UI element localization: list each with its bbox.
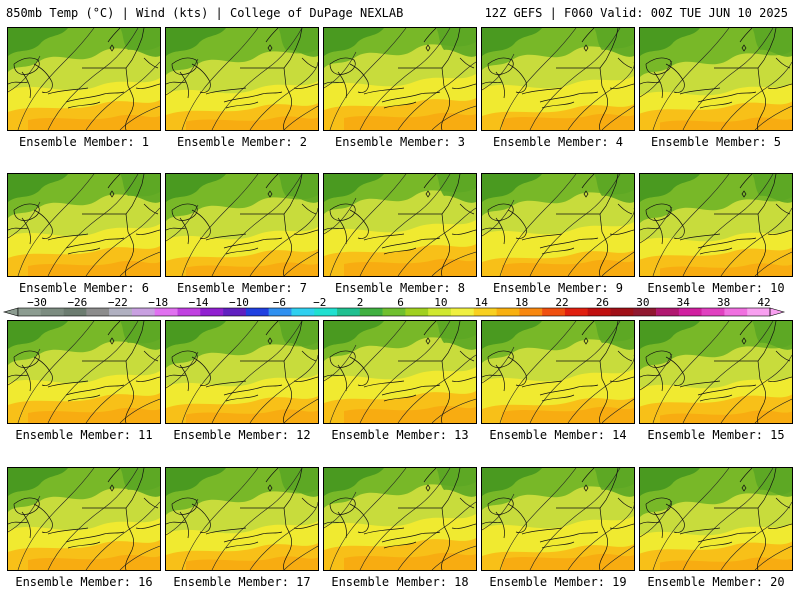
colorbar-tick-label: −6: [272, 296, 286, 309]
ensemble-member-label: Ensemble Member: 9: [492, 281, 624, 295]
ensemble-member-label: Ensemble Member: 10: [647, 281, 785, 295]
colorbar-tick-label: 42: [757, 296, 771, 309]
ensemble-member-label: Ensemble Member: 16: [15, 575, 153, 589]
colorbar-segment: [656, 308, 680, 316]
colorbar-segment: [542, 308, 566, 316]
colorbar-segment: [40, 308, 64, 316]
colorbar-segment: [245, 308, 269, 316]
colorbar-segment: [131, 308, 156, 316]
ensemble-member-map: [7, 173, 161, 277]
ensemble-member-map: [639, 27, 793, 131]
ensemble-member-map: [481, 320, 635, 424]
colorbar-segment: [382, 308, 406, 316]
ensemble-member-map: [165, 467, 319, 571]
ensemble-member-map: [165, 27, 319, 131]
ensemble-member-label: Ensemble Member: 6: [18, 281, 150, 295]
ensemble-member-label: Ensemble Member: 13: [331, 428, 469, 442]
colorbar-segment: [587, 308, 611, 316]
colorbar-tick-label: 18: [515, 296, 529, 309]
colorbar-tick-label: −30: [27, 296, 47, 309]
colorbar-segment: [177, 308, 201, 316]
colorbar-tick-label: 2: [356, 296, 364, 309]
colorbar-segment: [724, 308, 748, 316]
ensemble-member-map: [639, 173, 793, 277]
colorbar-segment: [86, 308, 110, 316]
colorbar-segment: [450, 308, 475, 316]
colorbar-segment: [633, 308, 657, 316]
colorbar-segment: [519, 308, 543, 316]
ensemble-member-label: Ensemble Member: 5: [650, 135, 782, 149]
ensemble-member-label: Ensemble Member: 4: [492, 135, 624, 149]
ensemble-member-map: [481, 173, 635, 277]
colorbar-segment: [314, 308, 338, 316]
colorbar-tick-label: −14: [188, 296, 209, 309]
colorbar-tick-label: 26: [595, 296, 610, 309]
ensemble-member-label: Ensemble Member: 3: [334, 135, 466, 149]
ensemble-member-label: Ensemble Member: 1: [18, 135, 150, 149]
colorbar-max-arrow: [769, 307, 786, 317]
product-title: 850mb Temp (°C) | Wind (kts) | College o…: [6, 6, 404, 20]
ensemble-member-map: [323, 27, 477, 131]
ensemble-member-map: [7, 467, 161, 571]
colorbar-segment: [18, 308, 42, 316]
colorbar-tick-label: 14: [474, 296, 488, 309]
colorbar-segment: [473, 308, 497, 316]
ensemble-member-map: [165, 173, 319, 277]
colorbar-tick-label: 30: [636, 296, 650, 309]
colorbar-tick-label: 34: [676, 296, 690, 309]
ensemble-member-label: Ensemble Member: 14: [489, 428, 627, 442]
colorbar-segment: [701, 308, 725, 316]
ensemble-member-label: Ensemble Member: 8: [334, 281, 466, 295]
colorbar-segment: [223, 308, 247, 316]
colorbar-segment: [405, 308, 429, 316]
ensemble-member-map: [7, 27, 161, 131]
ensemble-member-label: Ensemble Member: 2: [176, 135, 308, 149]
colorbar-segment: [63, 308, 87, 316]
ensemble-member-label: Ensemble Member: 17: [173, 575, 311, 589]
colorbar-tick-label: −10: [229, 296, 249, 309]
ensemble-member-label: Ensemble Member: 15: [647, 428, 785, 442]
colorbar-tick-label: −26: [67, 296, 88, 309]
colorbar-segment: [337, 308, 361, 316]
ensemble-member-label: Ensemble Member: 20: [647, 575, 785, 589]
colorbar-frame: [17, 307, 771, 317]
ensemble-member-map: [639, 320, 793, 424]
colorbar-segment: [564, 308, 588, 316]
colorbar-tick-label: −22: [107, 296, 128, 309]
ensemble-member-map: [323, 467, 477, 571]
valid-time: 12Z GEFS | F060 Valid: 00Z TUE JUN 10 20…: [484, 6, 788, 20]
ensemble-member-label: Ensemble Member: 7: [176, 281, 308, 295]
ensemble-member-map: [481, 467, 635, 571]
colorbar-segment: [291, 308, 315, 316]
colorbar-min-arrow: [2, 307, 19, 317]
ensemble-member-label: Ensemble Member: 19: [489, 575, 627, 589]
colorbar-segment: [359, 308, 383, 316]
ensemble-member-label: Ensemble Member: 11: [15, 428, 153, 442]
temperature-colorbar: [2, 307, 786, 317]
ensemble-member-map: [165, 320, 319, 424]
colorbar-tick-label: 38: [716, 296, 731, 309]
colorbar-segment: [747, 308, 771, 316]
colorbar-tick-label: −2: [313, 296, 327, 309]
ensemble-member-map: [7, 320, 161, 424]
colorbar-segment: [200, 308, 224, 316]
colorbar-segment: [496, 308, 520, 316]
colorbar-tick-label: 6: [397, 296, 404, 309]
colorbar-segment: [268, 308, 292, 316]
colorbar-segment: [428, 308, 452, 316]
ensemble-member-map: [323, 320, 477, 424]
ensemble-member-map: [639, 467, 793, 571]
colorbar-tick-label: −18: [148, 296, 169, 309]
colorbar-tick-label: 10: [434, 296, 448, 309]
colorbar-segment: [109, 308, 133, 316]
colorbar-segment: [610, 308, 634, 316]
ensemble-member-label: Ensemble Member: 18: [331, 575, 469, 589]
ensemble-member-map: [481, 27, 635, 131]
ensemble-member-label: Ensemble Member: 12: [173, 428, 311, 442]
colorbar-segment: [678, 308, 702, 316]
colorbar-tick-label: 22: [555, 296, 569, 309]
colorbar-segment: [154, 308, 178, 316]
ensemble-member-map: [323, 173, 477, 277]
